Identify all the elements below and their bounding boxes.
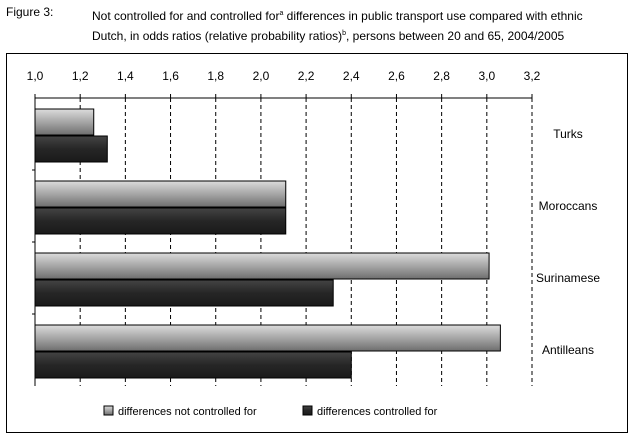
bar-not-controlled — [34, 180, 287, 208]
bar-controlled — [34, 207, 287, 235]
x-tick-label: 3,0 — [478, 69, 495, 83]
x-tick-label: 2,0 — [253, 69, 270, 83]
legend-label: differences controlled for — [317, 406, 438, 418]
x-tick-label: 2,4 — [343, 69, 360, 83]
x-tick-label: 1,2 — [72, 69, 89, 83]
x-tick-label: 2,8 — [433, 69, 450, 83]
caption-sup-a: a — [279, 10, 284, 17]
bar-not-controlled — [34, 252, 490, 280]
x-tick-label: 1,6 — [162, 69, 179, 83]
x-tick-label: 2,2 — [298, 69, 315, 83]
caption-line1: Not controlled for and controlled for — [92, 9, 280, 23]
category-label: Surinamese — [536, 271, 600, 285]
category-label: Moroccans — [539, 199, 598, 213]
bar-not-controlled — [34, 108, 95, 136]
x-tick-label: 3,2 — [524, 69, 541, 83]
x-tick-label: 1,4 — [117, 69, 134, 83]
bar-not-controlled — [34, 324, 501, 352]
legend-swatch — [103, 405, 114, 416]
category-label: Turks — [553, 127, 583, 141]
x-tick-label: 1,8 — [207, 69, 224, 83]
caption-line2b: , persons between 20 and 65, 2004/2005 — [346, 29, 565, 43]
category-label: Antilleans — [542, 343, 594, 357]
bar-controlled — [34, 135, 108, 163]
legend-swatch — [302, 405, 313, 416]
chart-frame — [6, 53, 628, 433]
caption-line1b: differences in public transport use comp… — [283, 9, 583, 23]
legend-label: differences not controlled for — [118, 406, 257, 418]
x-tick-label: 2,6 — [388, 69, 405, 83]
caption-line2: Dutch, in odds ratios (relative probabil… — [92, 29, 343, 43]
figure-caption: Not controlled for and controlled fora d… — [92, 5, 628, 45]
x-tick-label: 1,0 — [27, 69, 44, 83]
bar-controlled — [34, 279, 334, 307]
figure-label: Figure 3: — [6, 5, 54, 19]
caption-sup-b: b — [342, 30, 347, 37]
bar-controlled — [34, 351, 352, 379]
